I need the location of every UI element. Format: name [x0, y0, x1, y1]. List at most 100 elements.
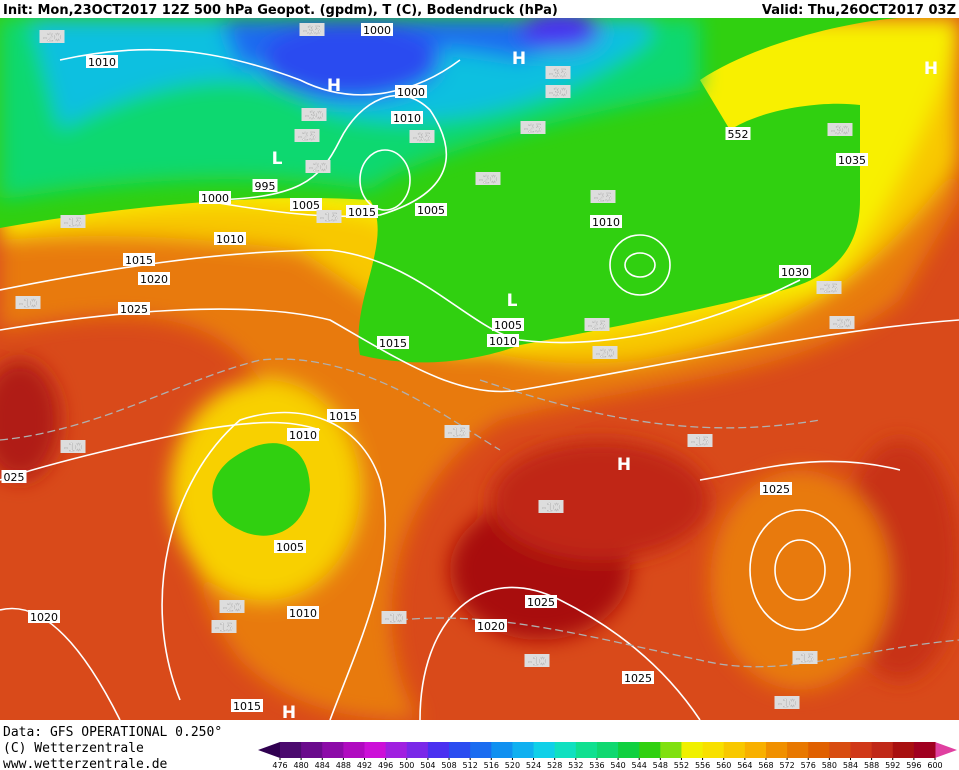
isobar-label-box [725, 127, 751, 140]
isobar-label-box [779, 265, 811, 278]
isobar-label-box [327, 409, 359, 422]
isobar-label-box [590, 215, 622, 228]
colorbar-cell [449, 742, 471, 758]
isobar-label: 1035 [838, 154, 866, 167]
colorbar-cell [491, 742, 513, 758]
colorbar-label: 592 [885, 761, 900, 770]
temp-label-box [545, 66, 571, 79]
temp-label: -10 [778, 697, 796, 710]
colorbar-label: 528 [547, 761, 562, 770]
colorbar-cell [681, 742, 704, 758]
temp-label-box [584, 318, 610, 331]
isobar-label-box [377, 336, 409, 349]
colorbar-cell [596, 742, 619, 758]
temp-label: -30 [549, 86, 567, 99]
colorbar-label: 600 [927, 761, 942, 770]
colorbar-label: 584 [843, 761, 858, 770]
pressure-center: H [327, 76, 341, 96]
temp-label-box [816, 281, 842, 294]
isobar-label-box [86, 55, 118, 68]
temp-label: -25 [594, 191, 612, 204]
temp-label: -15 [64, 216, 82, 229]
isobar-label: 1010 [393, 112, 421, 125]
colorbar-label: 512 [463, 761, 478, 770]
isobar-label: 1015 [379, 337, 407, 350]
colorbar-cell [744, 742, 767, 758]
isobar-label-box [836, 153, 868, 166]
isobar-label-box [287, 428, 319, 441]
isobar-label-box [214, 232, 246, 245]
temp-label-box [305, 160, 331, 173]
temp-label: -20 [833, 317, 851, 330]
isobar-label: 1020 [30, 611, 58, 624]
colorbar-cell [618, 742, 640, 758]
temp-label-box [520, 121, 546, 134]
isobar-label-box [361, 23, 393, 36]
temp-label: -20 [479, 173, 497, 186]
colorbar-label: 488 [336, 761, 351, 770]
colorbar-label: 480 [293, 761, 308, 770]
colorbar-low [258, 742, 280, 758]
isobar-label-box [28, 610, 60, 623]
colorbar-label: 496 [378, 761, 393, 770]
colorbar: 476 480 484 488 492 496 500 504 508 512 516 520 524 5… [258, 742, 957, 770]
temp-label: -15 [320, 211, 338, 224]
temp-label: -20 [309, 161, 327, 174]
colorbar-label: 504 [420, 761, 435, 770]
colorbar-cell [322, 742, 344, 758]
temp-label-box [316, 210, 342, 223]
isobar-label-box [391, 111, 423, 124]
colorbar-label: 516 [484, 761, 499, 770]
temp-label-box [829, 316, 855, 329]
colorbar-cell [787, 742, 809, 758]
colorbar-label: 568 [758, 761, 773, 770]
temp-label: -15 [691, 435, 709, 448]
map-labels: -20 1010 -35 1000 H H -35 -30 H 1000 -30 1010 -25 -35… [1, 23, 938, 723]
temp-label-box [524, 654, 550, 667]
isobar-label: 1015 [233, 700, 261, 713]
temp-label: -35 [549, 67, 567, 80]
isobar-label: 1015 [125, 254, 153, 267]
isobar-label-box [290, 198, 322, 211]
temp-label: -10 [385, 612, 403, 625]
isobar-label-box [346, 205, 378, 218]
colorbar-cell [533, 742, 556, 758]
isobar-label-box [138, 272, 170, 285]
isobar-label: 1000 [397, 86, 425, 99]
temp-label-box [294, 129, 320, 142]
colorbar-label: 532 [568, 761, 583, 770]
colorbar-label: 572 [779, 761, 794, 770]
colorbar-cell [427, 742, 450, 758]
colorbar-cell [850, 742, 873, 758]
colorbar-cell [660, 742, 682, 758]
temp-label-box [590, 190, 616, 203]
isobar-label: 1010 [216, 233, 244, 246]
colorbar-cell [829, 742, 851, 758]
temp-label-box [381, 611, 407, 624]
colorbar-cell [512, 742, 535, 758]
isobar-label-box [760, 482, 792, 495]
colorbar-cell [892, 742, 915, 758]
isobar-label: 1020 [477, 620, 505, 633]
isobar-label: 1025 [527, 596, 555, 609]
colorbar-high [935, 742, 957, 758]
isobar-label: 1025 [762, 483, 790, 496]
colorbar-cell [301, 742, 323, 758]
temp-label: -30 [305, 109, 323, 122]
colorbar-label: 520 [505, 761, 520, 770]
temp-label: -15 [215, 621, 233, 634]
colorbar-label: 564 [737, 761, 752, 770]
colorbar-label: 596 [906, 761, 921, 770]
temp-label: -20 [43, 31, 61, 44]
temp-label: -25 [588, 319, 606, 332]
isobar-label-box [199, 191, 231, 204]
temp-label-box [301, 108, 327, 121]
footer-data: Data: GFS OPERATIONAL 0.250° [3, 725, 222, 740]
temp-label: -20 [596, 347, 614, 360]
colorbar-label: 556 [695, 761, 710, 770]
temp-label-box [444, 425, 470, 438]
isobar-label-box [525, 595, 557, 608]
isobar-label: 1005 [292, 199, 320, 212]
